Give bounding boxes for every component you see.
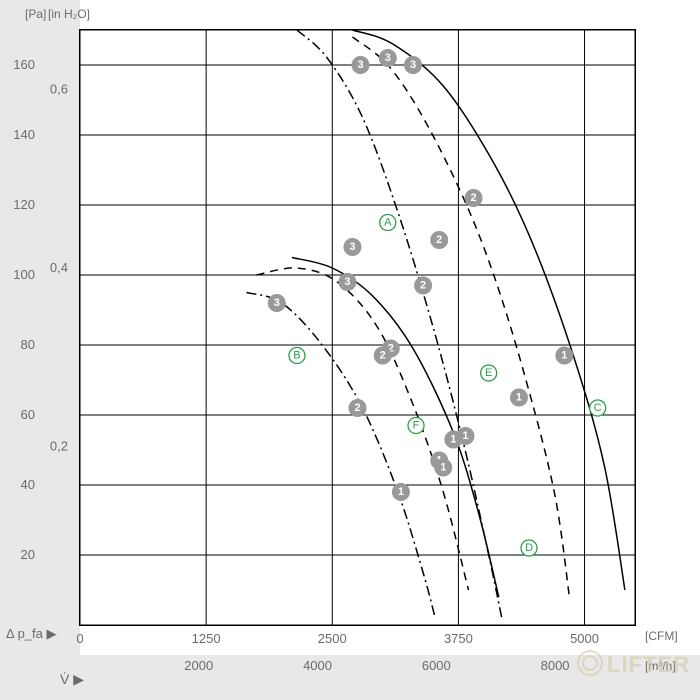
svg-text:1250: 1250: [192, 631, 221, 646]
svg-text:2: 2: [470, 192, 476, 204]
svg-text:6000: 6000: [422, 658, 451, 673]
svg-text:F: F: [413, 420, 420, 432]
svg-text:80: 80: [21, 337, 35, 352]
x-ticks: 0 1250 2500 3750 5000: [76, 631, 599, 646]
svg-text:2: 2: [436, 234, 442, 246]
svg-text:140: 140: [13, 127, 35, 142]
vdot-label: V̇ ▶: [60, 671, 84, 688]
delta-pfa-label: Δ p_fa ▶: [6, 626, 57, 642]
svg-text:2: 2: [354, 402, 360, 414]
svg-text:E: E: [485, 367, 492, 379]
fan-curve-chart: 3332233322211211111ABECFD 20406080100120…: [0, 0, 700, 700]
svg-text:3: 3: [344, 276, 350, 288]
svg-text:0,4: 0,4: [50, 260, 68, 275]
svg-text:0: 0: [76, 631, 83, 646]
svg-text:2500: 2500: [318, 631, 347, 646]
svg-text:3: 3: [385, 52, 391, 64]
svg-text:1: 1: [516, 392, 522, 404]
watermark-text: LIFTER: [607, 652, 690, 677]
svg-text:40: 40: [21, 477, 35, 492]
svg-text:4000: 4000: [303, 658, 332, 673]
svg-text:3750: 3750: [444, 631, 473, 646]
svg-text:2000: 2000: [184, 658, 213, 673]
svg-text:1: 1: [462, 430, 468, 442]
svg-text:D: D: [525, 542, 533, 554]
watermark-icon: [577, 650, 603, 676]
unit-cfm: [CFM]: [645, 629, 678, 643]
unit-inh2o: [in H₂O]: [48, 7, 90, 21]
plot-area: 3332233322211211111ABECFD 20406080100120…: [80, 30, 635, 625]
curves-group: [247, 30, 625, 618]
watermark: LIFTER: [577, 650, 690, 678]
svg-text:3: 3: [357, 59, 363, 71]
y-axis-strip: [0, 0, 80, 655]
svg-text:C: C: [594, 402, 602, 414]
svg-text:3: 3: [274, 297, 280, 309]
svg-text:2: 2: [420, 280, 426, 292]
svg-text:0,2: 0,2: [50, 439, 68, 454]
svg-text:0,6: 0,6: [50, 82, 68, 97]
svg-text:60: 60: [21, 407, 35, 422]
svg-text:1: 1: [561, 350, 567, 362]
svg-text:1: 1: [450, 434, 456, 446]
svg-text:1: 1: [398, 486, 404, 498]
svg-text:B: B: [293, 350, 300, 362]
svg-text:A: A: [384, 217, 392, 229]
svg-text:1: 1: [440, 462, 446, 474]
svg-text:5000: 5000: [570, 631, 599, 646]
unit-pa: [Pa]: [25, 7, 46, 21]
svg-text:120: 120: [13, 197, 35, 212]
svg-text:20: 20: [21, 547, 35, 562]
grid: [80, 30, 635, 625]
svg-text:100: 100: [13, 267, 35, 282]
svg-text:8000: 8000: [541, 658, 570, 673]
svg-text:3: 3: [349, 241, 355, 253]
svg-text:3: 3: [410, 59, 416, 71]
svg-text:2: 2: [380, 350, 386, 362]
svg-text:160: 160: [13, 57, 35, 72]
